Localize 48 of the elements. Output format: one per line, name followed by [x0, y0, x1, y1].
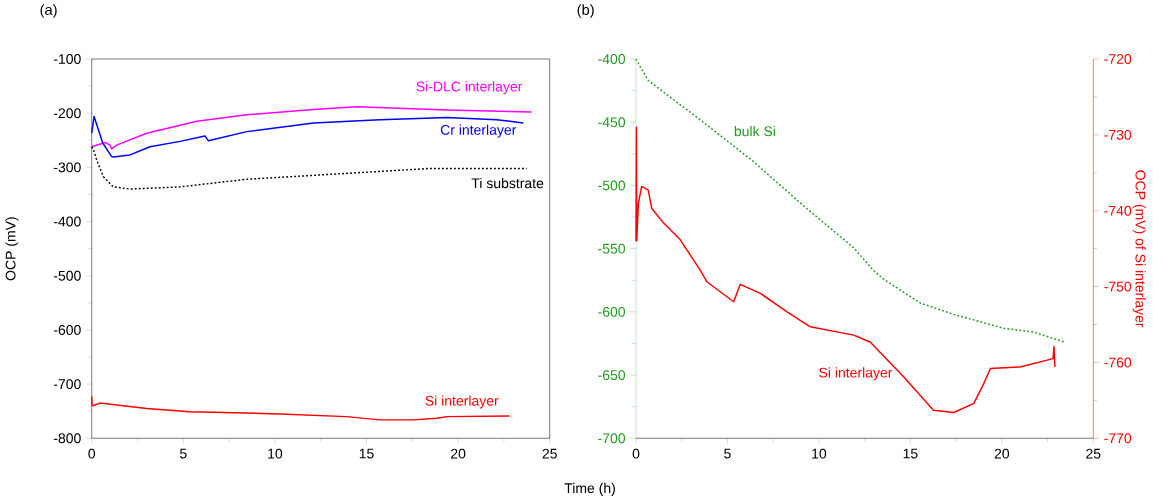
x-tick-label: 5 — [724, 448, 731, 459]
series-label: Cr interlayer — [440, 124, 517, 138]
line-series — [90, 115, 525, 158]
y-tick-label: -550 — [598, 243, 626, 254]
series-label: bulk Si — [734, 125, 775, 137]
y-tick-label: -100 — [53, 54, 81, 64]
chart-title: (b) — [577, 4, 594, 18]
y-tick-label: -200 — [53, 108, 81, 119]
y-tick-label: -800 — [53, 433, 81, 444]
x-tick-label: 0 — [632, 448, 640, 459]
y-tick-label: -400 — [598, 54, 626, 64]
y2-tick-label: -740 — [1104, 205, 1132, 216]
y-tick-label: -400 — [53, 216, 81, 227]
y-tick-label: -650 — [598, 370, 626, 381]
x-tick-label: 25 — [542, 448, 557, 459]
line-series — [90, 395, 511, 421]
y2-tick-label: -720 — [1104, 54, 1132, 64]
y-tick-label: -700 — [53, 379, 81, 390]
y2-tick-label: -750 — [1104, 281, 1132, 292]
x-tick-label: 0 — [88, 448, 96, 459]
y2-tick-label: -760 — [1104, 357, 1132, 368]
line-series — [635, 126, 1056, 414]
x-tick-label: 15 — [903, 448, 918, 459]
line-series — [90, 105, 533, 150]
y-tick-label: -700 — [598, 433, 626, 444]
y-tick-label: -500 — [598, 180, 626, 191]
y-tick-label: -600 — [53, 324, 81, 335]
y2-tick-label: -730 — [1104, 129, 1132, 140]
y2-tick-label: -770 — [1104, 433, 1132, 444]
y2-axis-title: OCP (mV) of Si interlayer — [1132, 170, 1146, 328]
x-axis-title: Time (h) — [564, 482, 615, 496]
x-tick-label: 20 — [451, 448, 466, 459]
y-tick-label: -500 — [53, 270, 81, 281]
x-tick-label: 5 — [179, 448, 187, 459]
series-label: Si interlayer — [819, 367, 893, 381]
y-tick-label: -300 — [53, 162, 81, 173]
series-label: Ti substrate — [471, 177, 544, 189]
y-tick-label: -600 — [598, 306, 626, 317]
x-tick-label: 20 — [994, 448, 1010, 459]
x-tick-label: 10 — [268, 448, 283, 459]
y-tick-label: -450 — [598, 117, 626, 128]
chart-title: (a) — [40, 4, 57, 18]
x-tick-label: 10 — [812, 448, 827, 459]
y-axis-title: OCP (mV) — [5, 217, 19, 281]
series-label: Si interlayer — [425, 395, 499, 409]
x-tick-label: 15 — [359, 448, 374, 459]
series-label: Si-DLC interlayer — [416, 81, 523, 95]
x-tick-label: 25 — [1086, 448, 1101, 459]
